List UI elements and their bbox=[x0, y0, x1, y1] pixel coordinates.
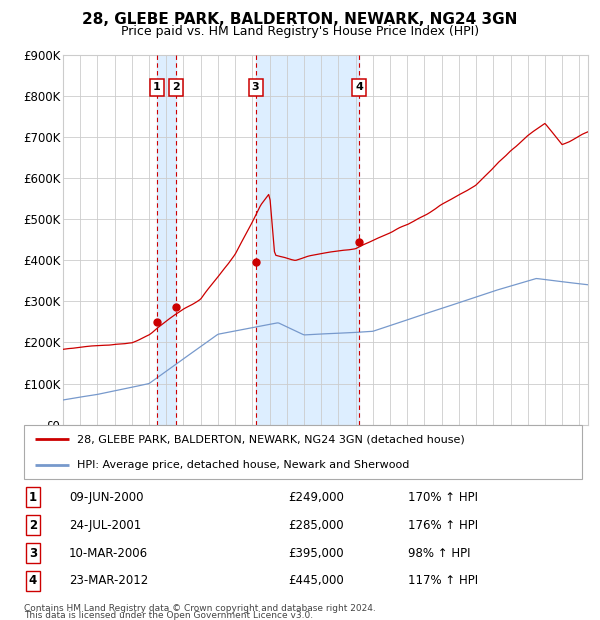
Text: 1: 1 bbox=[153, 82, 161, 92]
Text: £445,000: £445,000 bbox=[288, 575, 344, 587]
Text: 2: 2 bbox=[29, 519, 37, 531]
Text: £285,000: £285,000 bbox=[288, 519, 344, 531]
Text: 09-JUN-2000: 09-JUN-2000 bbox=[69, 491, 143, 503]
Text: 2: 2 bbox=[172, 82, 180, 92]
Text: £249,000: £249,000 bbox=[288, 491, 344, 503]
Text: 176% ↑ HPI: 176% ↑ HPI bbox=[408, 519, 478, 531]
Text: 3: 3 bbox=[29, 547, 37, 559]
Text: 4: 4 bbox=[355, 82, 364, 92]
Bar bbox=[157, 55, 176, 425]
Text: 10-MAR-2006: 10-MAR-2006 bbox=[69, 547, 148, 559]
FancyBboxPatch shape bbox=[24, 425, 582, 479]
Text: £395,000: £395,000 bbox=[288, 547, 344, 559]
Text: 117% ↑ HPI: 117% ↑ HPI bbox=[408, 575, 478, 587]
Text: HPI: Average price, detached house, Newark and Sherwood: HPI: Average price, detached house, Newa… bbox=[77, 459, 409, 469]
Text: This data is licensed under the Open Government Licence v3.0.: This data is licensed under the Open Gov… bbox=[24, 611, 313, 620]
Text: 170% ↑ HPI: 170% ↑ HPI bbox=[408, 491, 478, 503]
Text: 23-MAR-2012: 23-MAR-2012 bbox=[69, 575, 148, 587]
Text: Contains HM Land Registry data © Crown copyright and database right 2024.: Contains HM Land Registry data © Crown c… bbox=[24, 604, 376, 613]
Text: 24-JUL-2001: 24-JUL-2001 bbox=[69, 519, 141, 531]
Text: Price paid vs. HM Land Registry's House Price Index (HPI): Price paid vs. HM Land Registry's House … bbox=[121, 25, 479, 37]
Text: 28, GLEBE PARK, BALDERTON, NEWARK, NG24 3GN: 28, GLEBE PARK, BALDERTON, NEWARK, NG24 … bbox=[82, 12, 518, 27]
Text: 98% ↑ HPI: 98% ↑ HPI bbox=[408, 547, 470, 559]
Text: 3: 3 bbox=[252, 82, 259, 92]
Text: 4: 4 bbox=[29, 575, 37, 587]
Bar bbox=[256, 55, 359, 425]
Text: 1: 1 bbox=[29, 491, 37, 503]
Text: 28, GLEBE PARK, BALDERTON, NEWARK, NG24 3GN (detached house): 28, GLEBE PARK, BALDERTON, NEWARK, NG24 … bbox=[77, 435, 465, 445]
